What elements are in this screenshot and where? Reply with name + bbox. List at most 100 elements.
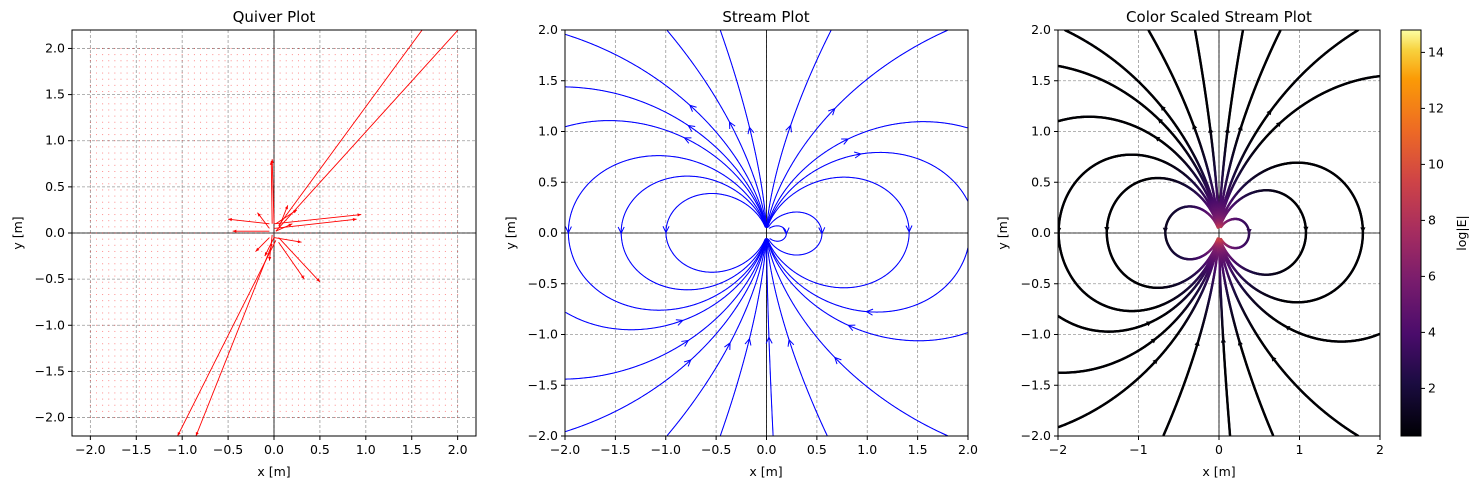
quiver-small-arrow bbox=[163, 281, 165, 283]
quiver-small-arrow bbox=[322, 189, 324, 191]
quiver-small-arrow bbox=[114, 220, 116, 222]
quiver-small-arrow bbox=[291, 183, 293, 185]
quiver-small-arrow bbox=[353, 349, 355, 351]
quiver-small-arrow bbox=[206, 355, 208, 357]
quiver-small-arrow bbox=[365, 140, 367, 142]
quiver-small-arrow bbox=[426, 294, 428, 296]
quiver-small-arrow bbox=[236, 275, 238, 277]
quiver-small-arrow bbox=[395, 244, 397, 246]
quiver-small-arrow bbox=[432, 47, 434, 49]
quiver-small-arrow bbox=[261, 207, 263, 209]
quiver-small-arrow bbox=[402, 361, 404, 363]
quiver-small-arrow bbox=[95, 60, 97, 62]
quiver-small-arrow bbox=[267, 349, 269, 351]
quiver-small-arrow bbox=[163, 214, 165, 216]
quiver-small-arrow bbox=[89, 330, 91, 332]
quiver-small-arrow bbox=[316, 294, 318, 296]
quiver-small-arrow bbox=[297, 140, 299, 142]
quiver-small-arrow bbox=[408, 127, 410, 129]
quiver-small-arrow bbox=[126, 47, 128, 49]
quiver-small-arrow bbox=[304, 207, 306, 209]
quiver-small-arrow bbox=[218, 380, 220, 382]
quiver-small-arrow bbox=[340, 183, 342, 185]
quiver-small-arrow bbox=[377, 152, 379, 154]
quiver-small-arrow bbox=[444, 373, 446, 375]
quiver-small-arrow bbox=[175, 373, 177, 375]
quiver-small-arrow bbox=[242, 349, 244, 351]
quiver-small-arrow bbox=[95, 281, 97, 283]
quiver-small-arrow bbox=[273, 386, 275, 388]
quiver-small-arrow bbox=[249, 312, 251, 314]
quiver-small-arrow bbox=[255, 103, 257, 105]
quiver-small-arrow bbox=[187, 349, 189, 351]
quiver-small-arrow bbox=[132, 367, 134, 369]
quiver-small-arrow bbox=[451, 72, 453, 74]
quiver-small-arrow bbox=[273, 244, 275, 246]
quiver-small-arrow bbox=[120, 244, 122, 246]
quiver-small-arrow bbox=[163, 404, 165, 406]
quiver-small-arrow bbox=[255, 404, 257, 406]
quiver-small-arrow bbox=[187, 318, 189, 320]
quiver-small-arrow bbox=[206, 60, 208, 62]
quiver-small-arrow bbox=[383, 269, 385, 271]
quiver-small-arrow bbox=[451, 220, 453, 222]
quiver-small-arrow bbox=[169, 380, 171, 382]
quiver-small-arrow bbox=[291, 244, 293, 246]
quiver-small-arrow bbox=[371, 152, 373, 154]
quiver-small-arrow bbox=[230, 312, 232, 314]
quiver-small-arrow bbox=[212, 91, 214, 93]
quiver-small-arrow bbox=[200, 380, 202, 382]
quiver-small-arrow bbox=[89, 337, 91, 339]
quiver-small-arrow bbox=[346, 66, 348, 68]
quiver-small-arrow bbox=[316, 300, 318, 302]
quiver-small-arrow bbox=[261, 214, 263, 216]
quiver-small-arrow bbox=[285, 152, 287, 154]
quiver-small-arrow bbox=[212, 244, 214, 246]
quiver-small-arrow bbox=[242, 158, 244, 160]
quiver-small-arrow bbox=[212, 103, 214, 105]
quiver-small-arrow bbox=[426, 343, 428, 345]
quiver-small-arrow bbox=[444, 250, 446, 252]
quiver-small-arrow bbox=[163, 410, 165, 412]
quiver-small-arrow bbox=[395, 238, 397, 240]
quiver-small-arrow bbox=[340, 417, 342, 419]
quiver-small-arrow bbox=[451, 355, 453, 357]
quiver-small-arrow bbox=[408, 349, 410, 351]
quiver-small-arrow bbox=[132, 361, 134, 363]
quiver-small-arrow bbox=[340, 177, 342, 179]
quiver-small-arrow bbox=[291, 121, 293, 123]
quiver-small-arrow bbox=[230, 164, 232, 166]
quiver-small-arrow bbox=[408, 312, 410, 314]
quiver-small-arrow bbox=[144, 220, 146, 222]
quiver-small-arrow bbox=[114, 164, 116, 166]
quiver-small-arrow bbox=[359, 386, 361, 388]
quiver-small-arrow bbox=[163, 121, 165, 123]
quiver-small-arrow bbox=[457, 103, 459, 105]
quiver-small-arrow bbox=[181, 318, 183, 320]
quiver-small-arrow bbox=[144, 318, 146, 320]
quiver-small-arrow bbox=[389, 127, 391, 129]
quiver-small-arrow bbox=[157, 134, 159, 136]
quiver-small-arrow bbox=[242, 294, 244, 296]
quiver-small-arrow bbox=[395, 257, 397, 259]
quiver-small-arrow bbox=[297, 404, 299, 406]
quiver-small-arrow bbox=[230, 287, 232, 289]
quiver-small-arrow bbox=[230, 146, 232, 148]
quiver-small-arrow bbox=[224, 257, 226, 259]
quiver-small-arrow bbox=[273, 54, 275, 56]
quiver-small-arrow bbox=[444, 337, 446, 339]
quiver-small-arrow bbox=[304, 410, 306, 412]
quiver-small-arrow bbox=[414, 244, 416, 246]
quiver-small-arrow bbox=[169, 183, 171, 185]
quiver-small-arrow bbox=[457, 300, 459, 302]
quiver-small-arrow bbox=[346, 201, 348, 203]
quiver-small-arrow bbox=[273, 410, 275, 412]
quiver-small-arrow bbox=[132, 226, 134, 228]
quiver-small-arrow bbox=[273, 127, 275, 129]
quiver-small-arrow bbox=[95, 324, 97, 326]
quiver-small-arrow bbox=[426, 281, 428, 283]
quiver-small-arrow bbox=[108, 281, 110, 283]
quiver-small-arrow bbox=[230, 294, 232, 296]
quiver-small-arrow bbox=[224, 60, 226, 62]
quiver-small-arrow bbox=[426, 207, 428, 209]
